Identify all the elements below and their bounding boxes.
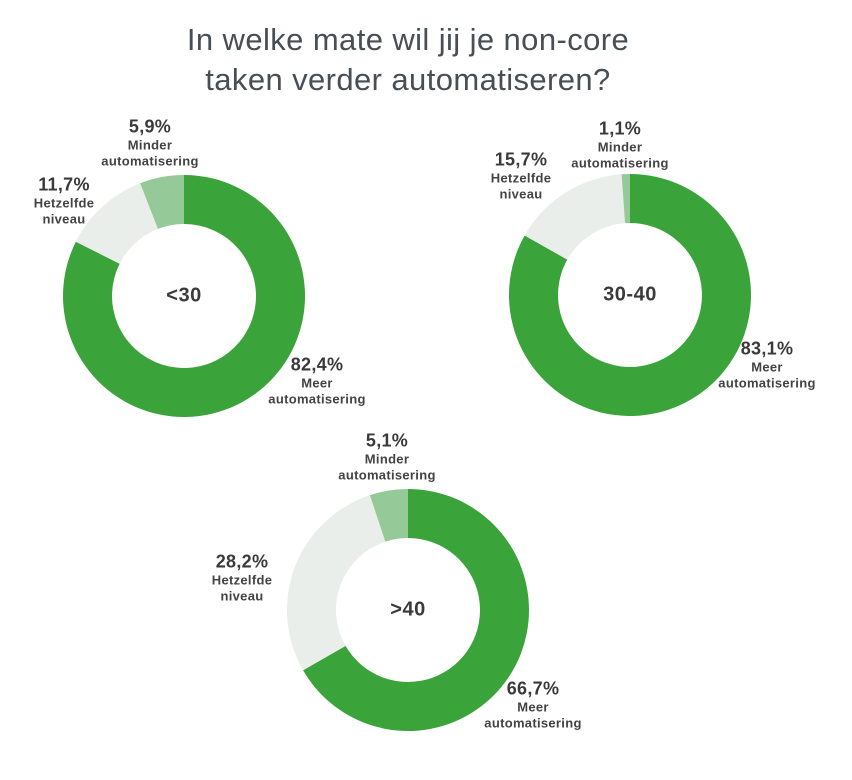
- segment-category-label: Hetzelfde: [33, 195, 95, 211]
- segment-value-label: 11,7%: [38, 174, 90, 195]
- donut-center-label: >40: [390, 598, 426, 621]
- segment-value-label: 83,1%: [740, 338, 794, 359]
- donut-segment-meer-automatisering: [303, 489, 529, 731]
- segment-category-label: niveau: [499, 186, 543, 201]
- donut-ring: [63, 175, 306, 417]
- segment-category-label: automatisering: [484, 715, 582, 730]
- segment-label-hetzelfde-niveau: 11,7% Hetzelfde niveau: [34, 176, 95, 227]
- donut-segment-minder-automatisering: [621, 174, 630, 224]
- segment-category-label: Meer: [301, 375, 333, 391]
- segment-value-label: 66,7%: [506, 678, 560, 699]
- segment-category-label: automatisering: [338, 467, 436, 482]
- segment-label-minder-automatisering: 5,9% Minder automatisering: [101, 118, 198, 169]
- segment-label-minder-automatisering: 5,1% Minder automatisering: [338, 432, 435, 483]
- segment-category-label: Minder: [364, 451, 410, 467]
- donut-ring: [286, 489, 529, 731]
- donut-chart-30-40: 83,1% Meer automatisering 15,7% Hetzelfde niv…: [460, 120, 815, 465]
- segment-label-hetzelfde-niveau: 28,2% Hetzelfde niveau: [212, 553, 273, 604]
- donut-segment-meer-automatisering: [508, 174, 751, 417]
- donut-segment-hetzelfde-niveau: [524, 174, 626, 260]
- segment-category-label: Meer: [751, 359, 783, 375]
- donut-chart-over-40: 66,7% Meer automatisering 28,2% Hetzelfde niv…: [212, 432, 581, 780]
- donut-chart-under-30: 82,4% Meer automatisering 11,7% Hetzelfde niv…: [14, 118, 365, 466]
- segment-category-label: automatisering: [268, 391, 366, 406]
- segment-label-meer-automatisering: 82,4% Meer automatisering: [268, 356, 365, 407]
- donut-segment-minder-automatisering: [369, 489, 408, 542]
- segment-label-meer-automatisering: 66,7% Meer automatisering: [484, 680, 581, 731]
- donut-center-label: <30: [166, 284, 202, 307]
- segment-category-label: Minder: [597, 139, 643, 155]
- donut-ring: [508, 174, 751, 417]
- donut-center-label: 30-40: [603, 283, 657, 306]
- segment-category-label: automatisering: [101, 153, 199, 168]
- segment-category-label: automatisering: [571, 155, 669, 170]
- segment-value-label: 1,1%: [598, 118, 642, 139]
- segment-value-label: 5,9%: [128, 116, 172, 137]
- segment-category-label: niveau: [220, 588, 264, 603]
- page-title: In welke mate wil jij je non-core taken …: [0, 20, 852, 100]
- donut-segment-minder-automatisering: [140, 175, 184, 229]
- segment-category-label: automatisering: [718, 375, 816, 390]
- segment-category-label: Minder: [127, 137, 173, 153]
- segment-value-label: 15,7%: [494, 149, 548, 170]
- segment-category-label: Meer: [517, 699, 549, 715]
- title-line-2: taken verder automatiseren?: [205, 62, 611, 97]
- segment-value-label: 28,2%: [215, 551, 269, 572]
- segment-category-label: Hetzelfde: [211, 572, 273, 588]
- segment-category-label: niveau: [42, 211, 86, 226]
- segment-label-meer-automatisering: 83,1% Meer automatisering: [718, 340, 815, 391]
- segment-category-label: Hetzelfde: [490, 170, 552, 186]
- donut-segment-meer-automatisering: [63, 175, 306, 417]
- segment-label-hetzelfde-niveau: 15,7% Hetzelfde niveau: [491, 151, 552, 202]
- donut-segment-hetzelfde-niveau: [286, 495, 386, 671]
- title-line-1: In welke mate wil jij je non-core: [186, 22, 630, 57]
- donut-segment-hetzelfde-niveau: [75, 183, 158, 264]
- segment-value-label: 82,4%: [290, 354, 344, 375]
- segment-label-minder-automatisering: 1,1% Minder automatisering: [571, 120, 668, 171]
- segment-value-label: 5,1%: [365, 430, 409, 451]
